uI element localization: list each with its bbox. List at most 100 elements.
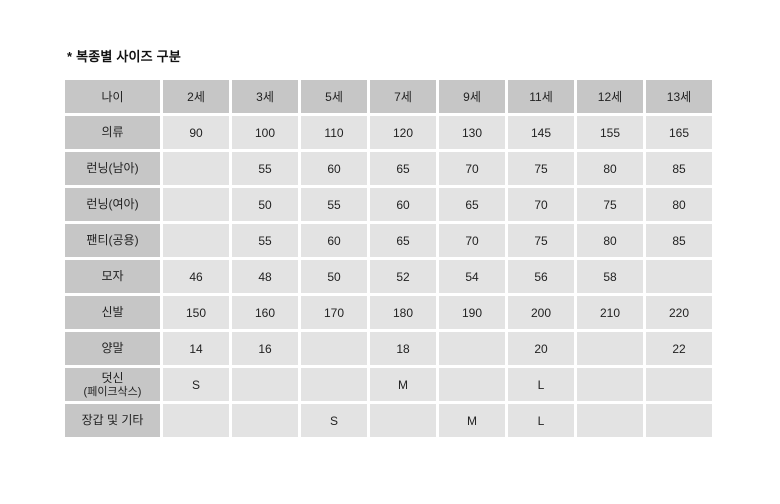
size-value-cell: 52 [370,260,436,293]
row-label: 모자 [65,260,160,293]
row-label-text: 신발 [101,305,124,319]
column-header-age: 3세 [232,80,298,113]
table-row: 모자 46 48 50 52 54 56 58 [65,260,712,293]
size-value-cell: S [301,404,367,437]
table-row: 장갑 및 기타 S M L [65,404,712,437]
size-value-cell: 200 [508,296,574,329]
size-value-cell: 165 [646,116,712,149]
size-table-body: 의류 90 100 110 120 130 145 155 165 런닝(남아) 55 60 65 70 7… [65,116,712,437]
size-table: 나이 2세 3세 5세 7세 9세 11세 12세 13세 의류 90 100 110 120 130 14… [62,77,715,440]
size-value-cell [577,368,643,401]
size-value-cell: 120 [370,116,436,149]
size-value-cell: 56 [508,260,574,293]
size-value-cell: 55 [232,224,298,257]
size-value-cell: 16 [232,332,298,365]
row-label-text: 장갑 및 기타 [81,413,144,427]
size-value-cell [646,404,712,437]
size-value-cell: 170 [301,296,367,329]
size-value-cell: 75 [577,188,643,221]
size-value-cell: 60 [301,152,367,185]
size-value-cell [646,260,712,293]
column-header-age: 13세 [646,80,712,113]
size-value-cell [163,152,229,185]
size-value-cell: 180 [370,296,436,329]
size-value-cell [232,368,298,401]
size-table-header: 나이 2세 3세 5세 7세 9세 11세 12세 13세 [65,80,712,113]
table-row: 덧신 (페이크삭스) S M L [65,368,712,401]
size-value-cell: 14 [163,332,229,365]
column-header-age: 5세 [301,80,367,113]
size-value-cell: 85 [646,224,712,257]
size-value-cell [301,332,367,365]
size-value-cell: 90 [163,116,229,149]
size-value-cell: 220 [646,296,712,329]
column-header-age: 9세 [439,80,505,113]
size-value-cell: 155 [577,116,643,149]
size-value-cell [646,368,712,401]
size-value-cell [370,404,436,437]
size-value-cell: 210 [577,296,643,329]
row-label: 양말 [65,332,160,365]
size-value-cell: 54 [439,260,505,293]
size-value-cell: 65 [439,188,505,221]
size-value-cell: 60 [301,224,367,257]
size-value-cell: M [439,404,505,437]
size-value-cell: 60 [370,188,436,221]
size-value-cell: 70 [439,152,505,185]
row-label-text: 덧신 [101,370,124,385]
table-row: 의류 90 100 110 120 130 145 155 165 [65,116,712,149]
size-value-cell: 70 [439,224,505,257]
size-value-cell: 110 [301,116,367,149]
size-value-cell: 80 [577,224,643,257]
row-label: 신발 [65,296,160,329]
row-label-text: 모자 [101,269,124,283]
table-row: 양말 14 16 18 20 22 [65,332,712,365]
size-value-cell: 75 [508,152,574,185]
row-label: 런닝(남아) [65,152,160,185]
column-header-age: 11세 [508,80,574,113]
size-value-cell: 190 [439,296,505,329]
row-label-text: 의류 [101,125,124,139]
size-value-cell: 55 [301,188,367,221]
size-value-cell: 22 [646,332,712,365]
row-label-text: 팬티(공용) [86,233,139,247]
row-label-text: 양말 [101,341,124,355]
size-value-cell: M [370,368,436,401]
size-value-cell: L [508,404,574,437]
size-value-cell: 70 [508,188,574,221]
size-value-cell: 55 [232,152,298,185]
table-row: 런닝(여아) 50 55 60 65 70 75 80 [65,188,712,221]
size-value-cell: 50 [232,188,298,221]
row-label-text: 런닝(남아) [86,161,139,175]
size-value-cell [301,368,367,401]
row-label-text: 런닝(여아) [86,197,139,211]
corner-header-age: 나이 [65,80,160,113]
size-value-cell [163,188,229,221]
size-value-cell: 80 [646,188,712,221]
size-value-cell: 65 [370,152,436,185]
size-value-cell: 48 [232,260,298,293]
row-label: 덧신 (페이크삭스) [65,368,160,401]
row-label: 팬티(공용) [65,224,160,257]
size-value-cell: 20 [508,332,574,365]
column-header-age: 2세 [163,80,229,113]
size-value-cell: 50 [301,260,367,293]
size-value-cell: 100 [232,116,298,149]
size-value-cell: 130 [439,116,505,149]
size-value-cell: 85 [646,152,712,185]
size-value-cell [163,404,229,437]
size-value-cell: 18 [370,332,436,365]
table-row: 런닝(남아) 55 60 65 70 75 80 85 [65,152,712,185]
size-value-cell [163,224,229,257]
size-value-cell [439,368,505,401]
column-header-age: 12세 [577,80,643,113]
column-header-age: 7세 [370,80,436,113]
size-value-cell [577,404,643,437]
row-label: 장갑 및 기타 [65,404,160,437]
row-sublabel-text: (페이크삭스) [83,385,142,398]
row-label: 의류 [65,116,160,149]
table-row: 신발 150 160 170 180 190 200 210 220 [65,296,712,329]
table-row: 팬티(공용) 55 60 65 70 75 80 85 [65,224,712,257]
size-value-cell: 75 [508,224,574,257]
